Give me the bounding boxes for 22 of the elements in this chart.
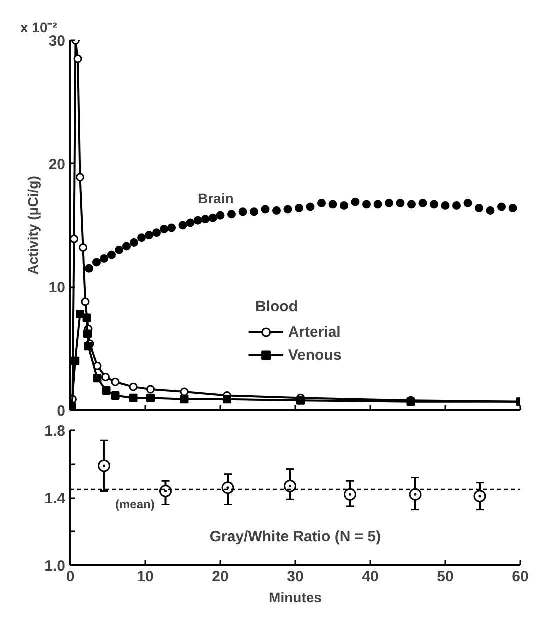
x-tick-label: 60 bbox=[512, 568, 529, 586]
y-tick-label: 10 bbox=[48, 280, 66, 297]
y-tick-label: 0 bbox=[57, 403, 66, 420]
y-tick-label: 30 bbox=[48, 33, 66, 50]
series-label: Brain bbox=[198, 190, 234, 207]
text: x 10⁻² bbox=[20, 20, 58, 36]
x-tick-label: 20 bbox=[212, 568, 229, 586]
y-tick-label: 1.4 bbox=[44, 490, 66, 508]
y-tick-label: 1.0 bbox=[44, 558, 66, 575]
legend-label: Venous bbox=[288, 346, 342, 364]
y-tick-label: 1.8 bbox=[44, 423, 66, 440]
x-tick-label: 30 bbox=[287, 568, 304, 586]
x-tick-label: 40 bbox=[362, 568, 379, 586]
y-tick-label: 20 bbox=[48, 156, 66, 174]
legend-label: Arterial bbox=[288, 324, 341, 340]
annotation: Gray/White Ratio (N = 5) bbox=[210, 528, 382, 546]
x-tick-label: 10 bbox=[137, 568, 154, 586]
x-axis-title: Minutes bbox=[269, 590, 322, 606]
x-tick-label: 50 bbox=[437, 568, 454, 586]
ref-line-label: (mean) bbox=[116, 498, 155, 512]
annotation: Blood bbox=[256, 298, 298, 316]
y-axis-title: Activity (μCi/g) bbox=[24, 176, 41, 275]
